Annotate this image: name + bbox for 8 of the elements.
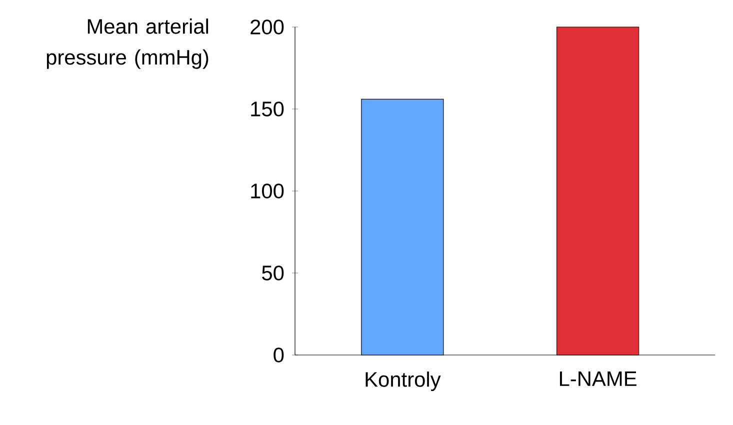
x-tick-label: L-NAME — [560, 372, 636, 386]
y-axis-title: Mean arterial pressure (mmHg) — [46, 18, 208, 69]
y-tick-label: 200 — [250, 20, 284, 34]
y-tick-label: 100 — [251, 184, 284, 198]
y-tick-label: 50 — [262, 266, 284, 280]
x-tick-label: Kontroly — [366, 372, 441, 392]
y-tick-label: 0 — [274, 348, 284, 362]
y-tick-label: 150 — [251, 102, 284, 116]
